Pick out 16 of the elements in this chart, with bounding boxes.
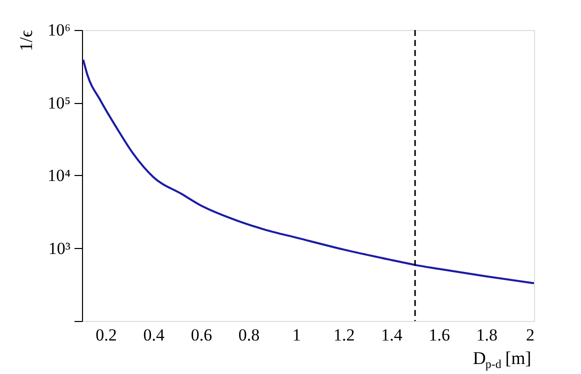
x-tick-label: 1.6	[428, 326, 450, 344]
x-tick-label: 1.2	[334, 326, 355, 344]
x-tick-label: 0.6	[190, 326, 212, 344]
x-tick-label: 1	[292, 326, 301, 344]
x-tick-label: 0.2	[96, 326, 117, 344]
y-tick-label: 10⁶	[48, 20, 71, 40]
x-tick-label: 0.4	[143, 326, 165, 344]
y-tick-label: 10⁴	[48, 166, 71, 185]
x-tick-label: 1.8	[476, 326, 498, 344]
x-tick-label: 0.8	[238, 326, 260, 344]
x-tick-label: 1.4	[381, 326, 403, 344]
y-axis-title: 1/ϵ	[16, 30, 36, 52]
line-series	[82, 58, 534, 284]
y-tick-label: 10³	[48, 238, 70, 258]
y-tick-label: 10⁵	[48, 93, 71, 112]
x-tick-label: 2	[526, 326, 534, 344]
